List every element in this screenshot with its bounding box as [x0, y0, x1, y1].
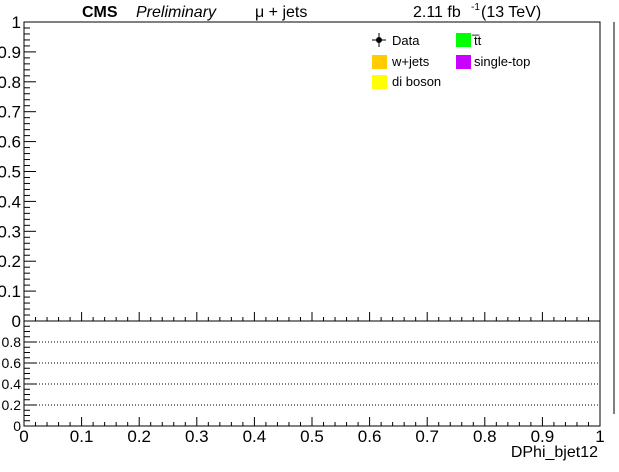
channel-label: μ + jets	[255, 4, 307, 21]
ratio-y-tick-label: 0.2	[2, 397, 22, 413]
ratio-x-tick-label: 0	[19, 427, 28, 446]
lumi-value: 2.11 fb	[413, 4, 461, 21]
legend-entry-data: Data	[372, 33, 420, 48]
main-y-tick-label: 0.5	[0, 163, 21, 182]
ratio-y-tick-label: 0	[13, 418, 21, 434]
main-y-tick-label: 0.2	[0, 252, 21, 271]
ratio-y-tick-label: 0.8	[2, 334, 22, 350]
ratio-x-tick-label: 0.8	[473, 427, 497, 446]
ratio-y-tick-label: 0.6	[2, 355, 22, 371]
legend-data-marker	[376, 37, 382, 43]
main-y-tick-label: 0.8	[0, 73, 21, 92]
lumi-label: 2.11 fb -1 (13 TeV)	[413, 2, 541, 21]
x-axis-title: DPhi_bjet12	[511, 444, 598, 461]
status-label: Preliminary	[136, 4, 217, 21]
legend-entry-ttbar: t̅t	[456, 33, 482, 48]
legend-entry-wjets: w+jets	[372, 54, 430, 69]
main-x-axis-ticks	[23, 312, 601, 321]
legend: Data t̅t w+jets single-top di boson	[372, 33, 530, 89]
experiment-label: CMS	[82, 4, 118, 21]
energy-label: (13 TeV)	[481, 4, 541, 21]
ratio-x-tick-label: 0.7	[415, 427, 439, 446]
lumi-exponent: -1	[471, 2, 480, 13]
main-y-tick-label: 0.1	[0, 282, 21, 301]
ratio-reference-lines	[24, 341, 600, 406]
legend-label-wjets: w+jets	[391, 54, 430, 69]
ratio-x-tick-label: 0.6	[358, 427, 382, 446]
main-y-tick-label: 0.9	[0, 43, 21, 62]
main-y-tick-label: 0	[12, 312, 21, 331]
main-y-axis: 0 0.1 0.2 0.3 0.4 0.5 0.6 0.7 0.8 0.9 1	[0, 13, 36, 331]
legend-label-ttbar: t̅t	[472, 33, 482, 48]
legend-swatch-ttbar	[456, 33, 471, 47]
legend-label-data: Data	[392, 33, 420, 48]
ratio-x-tick-label: 0.2	[127, 427, 151, 446]
legend-swatch-single-top	[456, 55, 471, 69]
main-y-tick-label: 0.4	[0, 192, 21, 211]
legend-swatch-diboson	[372, 75, 387, 89]
ratio-x-tick-label: 0.4	[243, 427, 267, 446]
ratio-x-tick-label: 0.3	[185, 427, 209, 446]
legend-label-single-top: single-top	[474, 54, 530, 69]
ratio-x-tick-label: 0.1	[70, 427, 94, 446]
main-y-tick-label: 0.6	[0, 133, 21, 152]
main-y-tick-label: 1	[12, 13, 21, 32]
ratio-y-axis: 0 0.2 0.4 0.6 0.8	[2, 325, 36, 434]
ratio-x-tick-label: 0.9	[531, 427, 555, 446]
ratio-x-tick-label: 0.5	[300, 427, 324, 446]
ratio-x-axis: 0 0.1 0.2 0.3 0.4 0.5 0.6 0.7 0.8 0.9 1	[19, 417, 605, 446]
legend-entry-single-top: single-top	[456, 54, 530, 69]
main-y-tick-label: 0.3	[0, 222, 21, 241]
ratio-x-tick-label: 1	[595, 427, 604, 446]
legend-label-diboson: di boson	[392, 74, 441, 89]
main-y-tick-label: 0.7	[0, 103, 21, 122]
ratio-plot-frame	[23, 320, 601, 427]
ratio-y-tick-label: 0.4	[2, 376, 22, 392]
legend-swatch-wjets	[372, 55, 387, 69]
legend-entry-diboson: di boson	[372, 74, 441, 89]
